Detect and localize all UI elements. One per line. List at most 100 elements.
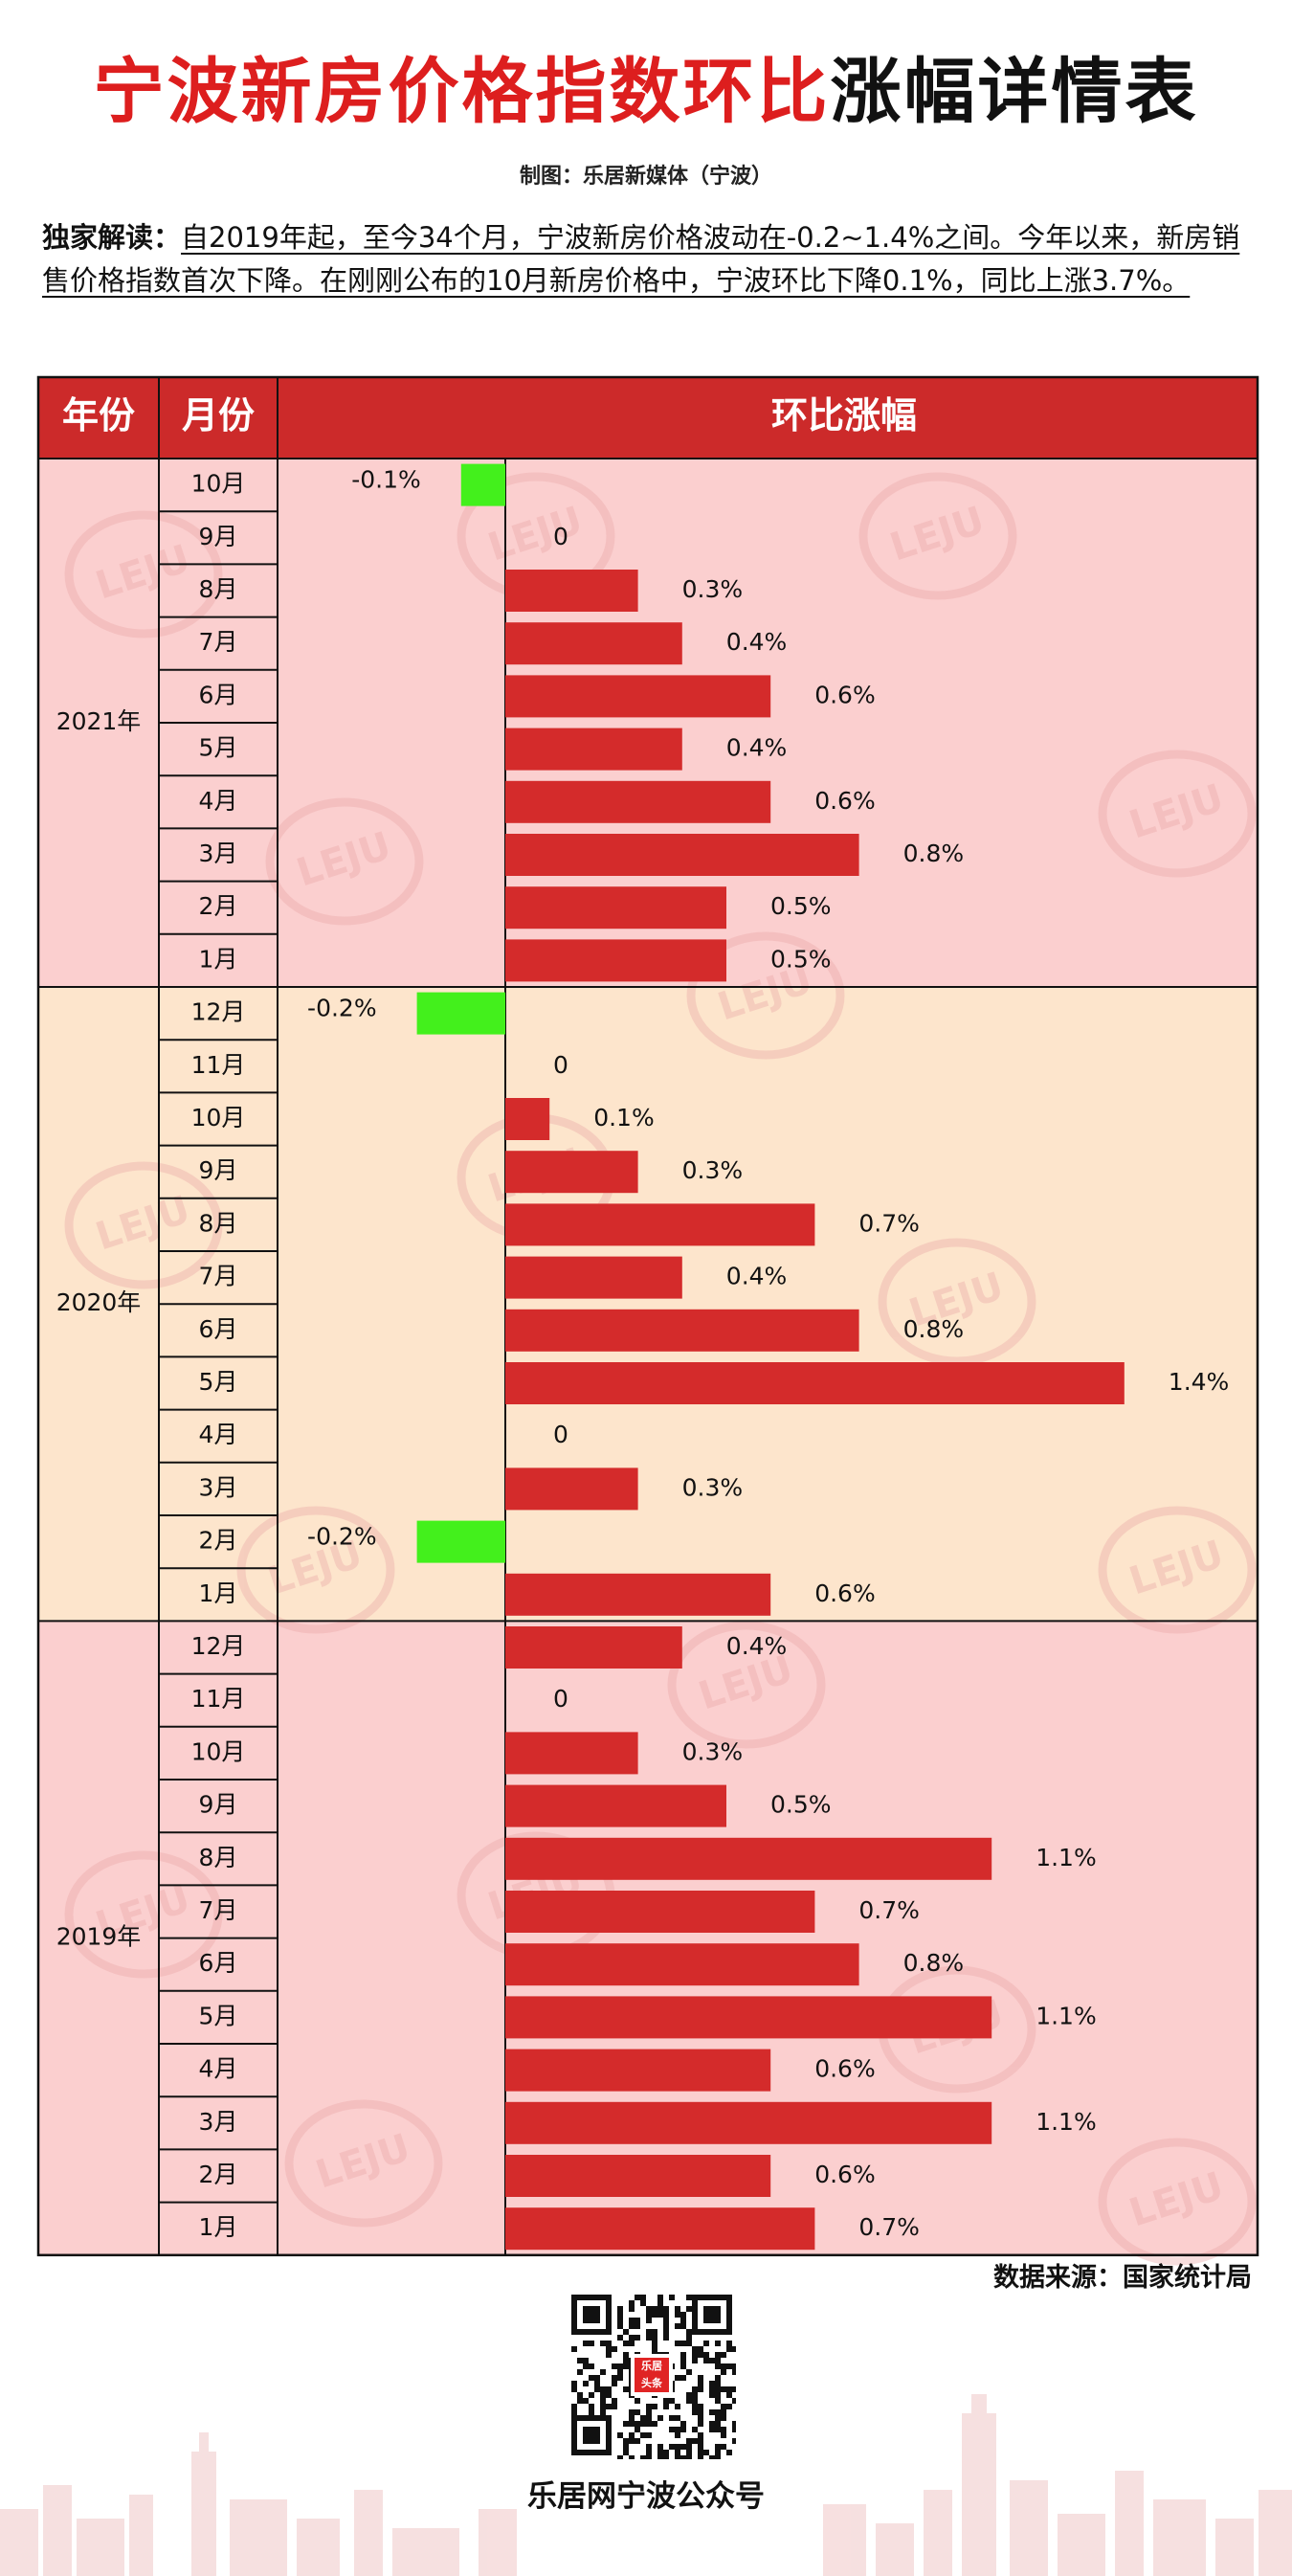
watermark-ring (1098, 1506, 1257, 1634)
watermark-ring (265, 797, 424, 926)
bar (505, 1943, 859, 1986)
month-label: 5月 (199, 1368, 238, 1396)
bar (505, 1626, 682, 1669)
qr-logo-badge: 乐居 头条 (631, 2354, 673, 2396)
data-label: 0.5% (770, 892, 832, 920)
month-label: 2月 (199, 2161, 238, 2188)
qr-code[interactable]: 乐居 头条 (568, 2291, 738, 2461)
data-label: 0.6% (814, 2161, 876, 2188)
bar-negative (460, 463, 505, 506)
data-label: 0.6% (814, 1579, 876, 1607)
chart-credit: 制图：乐居新媒体（宁波） (519, 165, 772, 189)
intro-paragraph: 独家解读：自2019年起，至今34个月，宁波新房价格波动在-0.2~1.4%之间… (42, 216, 1250, 302)
month-label: 2月 (199, 892, 238, 920)
month-label: 5月 (199, 734, 238, 762)
watermark-ring (236, 1506, 395, 1634)
bar (505, 780, 771, 823)
data-label: 0.6% (814, 2055, 876, 2083)
month-label: 4月 (199, 787, 238, 815)
data-label: 0.1% (593, 1104, 655, 1131)
data-label: 0.3% (682, 575, 744, 603)
bar (505, 1098, 550, 1140)
bar (505, 1891, 815, 1933)
month-label: 8月 (199, 1844, 238, 1871)
header-change: 环比涨幅 (771, 394, 917, 437)
bar (505, 1203, 815, 1246)
watermark-ring (64, 1850, 223, 1979)
month-label: 11月 (191, 1051, 246, 1079)
month-label: 9月 (199, 1156, 238, 1184)
month-label: 6月 (199, 681, 238, 708)
header-month: 月份 (182, 394, 255, 437)
month-label: 6月 (199, 1315, 238, 1343)
watermark-ring (1098, 750, 1257, 878)
table-header: 年份 月份 环比涨幅 (38, 377, 1258, 459)
month-label: 1月 (199, 945, 238, 973)
bar (505, 1784, 726, 1827)
data-label: 0.8% (903, 840, 965, 867)
watermark-ring (64, 510, 223, 638)
data-label: 0.7% (858, 2213, 920, 2241)
data-label: -0.2% (307, 995, 377, 1022)
bar (505, 886, 726, 930)
watermark-ring (858, 472, 1017, 600)
data-label: 1.4% (1169, 1368, 1230, 1396)
data-label: 1.1% (1036, 1844, 1097, 1871)
bar (505, 834, 859, 876)
watermark-ring (667, 1621, 826, 1749)
data-label: 0 (553, 1051, 568, 1079)
data-label: 0.7% (858, 1209, 920, 1237)
bar (505, 570, 638, 612)
month-label: 10月 (191, 470, 246, 498)
month-label: 3月 (199, 2108, 238, 2136)
bar (505, 1573, 771, 1616)
bar (505, 2155, 771, 2197)
intro-text: 自2019年起，至今34个月，宁波新房价格波动在-0.2~1.4%之间。今年以来… (42, 221, 1240, 297)
month-label: 2月 (199, 1527, 238, 1555)
bar (505, 2049, 771, 2092)
bar-negative (416, 992, 505, 1035)
bar (505, 1467, 638, 1511)
month-label: 8月 (199, 1209, 238, 1237)
intro-label: 独家解读： (42, 221, 182, 254)
month-label: 6月 (199, 1949, 238, 1977)
month-label: 10月 (191, 1737, 246, 1765)
bar (505, 1996, 992, 2039)
month-label: 12月 (191, 998, 246, 1026)
data-label: 1.1% (1036, 2002, 1097, 2029)
bar (505, 728, 682, 771)
data-label: 0.3% (682, 1156, 744, 1184)
bar (505, 1362, 1125, 1404)
qr-pattern (571, 2295, 738, 2461)
data-label: -0.2% (307, 1523, 377, 1551)
year-label: 2021年 (56, 707, 142, 735)
month-label: 3月 (199, 840, 238, 867)
month-label: 4月 (199, 1421, 238, 1448)
data-label: -0.1% (351, 466, 421, 494)
month-label: 7月 (199, 1896, 238, 1924)
watermark-ring (686, 931, 845, 1060)
header-year: 年份 (62, 394, 135, 437)
bar (505, 2207, 815, 2251)
wechat-account-name: 乐居网宁波公众号 (527, 2479, 765, 2514)
data-label: 0 (553, 523, 568, 550)
data-label: 0.6% (814, 787, 876, 815)
data-label: 0.7% (858, 1896, 920, 1924)
bar (505, 939, 726, 982)
watermark-ring (284, 2099, 443, 2228)
data-label: 0.3% (682, 1737, 744, 1765)
bar (505, 1837, 992, 1880)
data-source: 数据来源：国家统计局 (993, 2263, 1252, 2293)
bar (505, 675, 771, 718)
page-title: 宁波新房价格指数环比涨幅详情表 (0, 50, 1292, 135)
month-label: 1月 (199, 1579, 238, 1607)
data-label: 0.4% (726, 1263, 788, 1290)
bar (505, 1256, 682, 1299)
month-label: 4月 (199, 2055, 238, 2083)
data-label: 0.4% (726, 628, 788, 656)
month-label: 7月 (199, 628, 238, 656)
data-label: 0 (553, 1421, 568, 1448)
year-label: 2020年 (56, 1288, 142, 1316)
chart-marks: 2021年 10月 -0.1% 9月 0 8月 0.3% 7月 0.4% 6月 0.6% 5月 0.4%… (56, 463, 1230, 2251)
